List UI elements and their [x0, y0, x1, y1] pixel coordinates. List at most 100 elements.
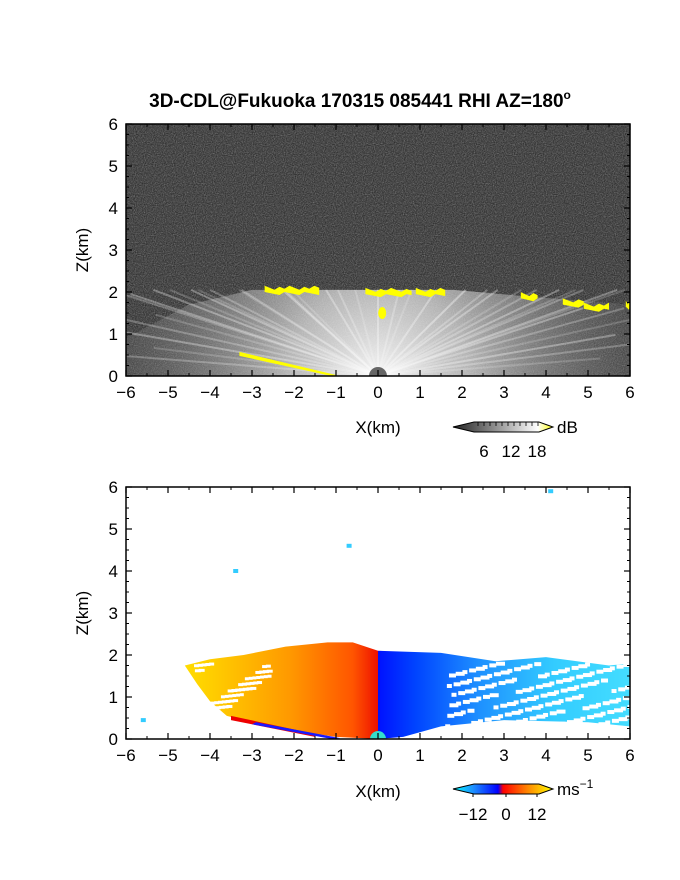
reflectivity-ray [354, 289, 379, 376]
velocity-data-gap [473, 677, 481, 682]
reflectivity-x-label: X(km) [355, 418, 400, 437]
velocity-data-gap [491, 715, 501, 720]
velocity-colorbar-bar [452, 783, 555, 795]
velocity-data-gap [629, 694, 630, 699]
reflectivity-x-tick-label: 0 [373, 383, 382, 402]
reflectivity-features [239, 285, 630, 376]
reflectivity-ray [377, 357, 601, 376]
cloud-base-echo [520, 292, 538, 302]
velocity-data-gap [547, 691, 557, 696]
velocity-data-gap [238, 688, 245, 692]
velocity-x-tick-label: −3 [242, 746, 261, 765]
velocity-data-gap [215, 711, 220, 715]
reflectivity-ray [284, 289, 379, 376]
velocity-data-gap [538, 704, 544, 709]
velocity-data-gap [507, 668, 513, 673]
velocity-x-tick-label: 2 [457, 746, 466, 765]
reflectivity-ray [190, 288, 379, 376]
reflectivity-ray [126, 331, 379, 376]
velocity-data-gap [467, 678, 473, 683]
reflectivity-x-tick-label: 2 [457, 383, 466, 402]
reflectivity-y-tick-label: 4 [109, 199, 118, 218]
velocity-y-tick-label: 6 [109, 478, 118, 497]
velocity-data-gap [534, 662, 542, 667]
reflectivity-ray [377, 333, 616, 376]
velocity-data-gap [227, 689, 234, 693]
velocity-colorbar-tick-label: −12 [459, 805, 488, 824]
velocity-data-gap [618, 717, 628, 722]
velocity-data-gap [569, 676, 575, 681]
velocity-data-gap [487, 673, 493, 678]
velocity-data-gap [598, 722, 608, 727]
velocity-data-gap [600, 711, 606, 716]
velocity-data-gap [483, 694, 490, 699]
velocity-data-gap [582, 706, 590, 711]
velocity-data-gap [467, 708, 475, 713]
reflectivity-axes: −6 −5 −4 −3 −2 −1 0 1 2 3 4 5 6 0 1 2 3 4 5 6 [109, 115, 635, 402]
velocity-x-tick-label: 0 [373, 746, 382, 765]
velocity-data-gap [194, 664, 200, 668]
velocity-data-gap [460, 710, 466, 715]
velocity-data-gap [525, 707, 532, 712]
velocity-data-gap [549, 711, 557, 716]
reflectivity-ray [155, 313, 379, 376]
reflectivity-x-tick-label: −4 [200, 383, 219, 402]
velocity-data-gap [265, 664, 271, 668]
reflectivity-colorbar: dB 6 12 18 [452, 418, 578, 461]
velocity-data-gap [228, 694, 233, 698]
velocity-data-gap [248, 676, 253, 680]
velocity-x-tick-label: −6 [116, 746, 135, 765]
velocity-colorbar: ms−1 −12 0 12 [452, 777, 594, 824]
velocity-data-gap [252, 676, 257, 680]
velocity-data-gap [545, 702, 553, 707]
velocity-data-gap [229, 699, 235, 703]
reflectivity-ray [197, 288, 379, 376]
reflectivity-x-tick-label: 5 [583, 383, 592, 402]
reflectivity-ray [377, 307, 584, 376]
reflectivity-ray [126, 355, 379, 376]
reflectivity-ray [377, 288, 560, 376]
velocity-data-gap [556, 709, 566, 714]
reflectivity-ray [153, 288, 379, 376]
velocity-data-gap [565, 697, 573, 702]
reflectivity-ray [377, 307, 625, 376]
velocity-data-gap [536, 714, 546, 719]
velocity-data-gap [601, 678, 609, 683]
velocity-data-gap [491, 682, 497, 687]
velocity-data-gap [556, 679, 564, 684]
velocity-data-gap [531, 705, 541, 710]
velocity-data-gap [529, 686, 535, 691]
velocity-colorbar-unit: ms−1 [557, 777, 594, 799]
velocity-data-gap [540, 693, 548, 698]
velocity-data-gap [574, 685, 580, 690]
cloud-base-echo [365, 287, 412, 298]
velocity-data-gap [259, 675, 264, 679]
velocity-data-gap [212, 711, 217, 715]
reflectivity-ray [241, 289, 379, 376]
reflectivity-x-tick-label: 1 [415, 383, 424, 402]
velocity-data-gap [267, 674, 272, 678]
velocity-data-gap [623, 662, 630, 667]
velocity-data-gap [591, 723, 599, 728]
velocity-data-gap [454, 712, 464, 717]
velocity-data-gap [253, 681, 259, 685]
velocity-x-tick-label: 5 [583, 746, 592, 765]
velocity-data-gap [447, 713, 455, 718]
velocity-y-tick-label: 1 [109, 688, 118, 707]
velocity-data-gap [576, 674, 584, 679]
velocity-isolated-point [548, 489, 554, 494]
velocity-data-gap [596, 669, 604, 674]
velocity-data-gap [207, 707, 214, 711]
velocity-data-gap [580, 683, 588, 688]
velocity-data-gap [603, 668, 613, 673]
cloud-base-echo [562, 298, 584, 308]
velocity-data-gap [209, 662, 215, 666]
reflectivity-y-tick-label: 5 [109, 157, 118, 176]
velocity-data-gap [476, 696, 482, 701]
reflectivity-echo-fan [126, 289, 630, 376]
reflectivity-y-tick-label: 2 [109, 283, 118, 302]
velocity-data-gap [607, 710, 615, 715]
velocity-axes: −6 −5 −4 −3 −2 −1 0 1 2 3 4 5 6 0 1 2 3 4 5 6 [109, 478, 635, 765]
reflectivity-y-label: Z(km) [73, 228, 92, 272]
velocity-data-gap [505, 679, 515, 684]
